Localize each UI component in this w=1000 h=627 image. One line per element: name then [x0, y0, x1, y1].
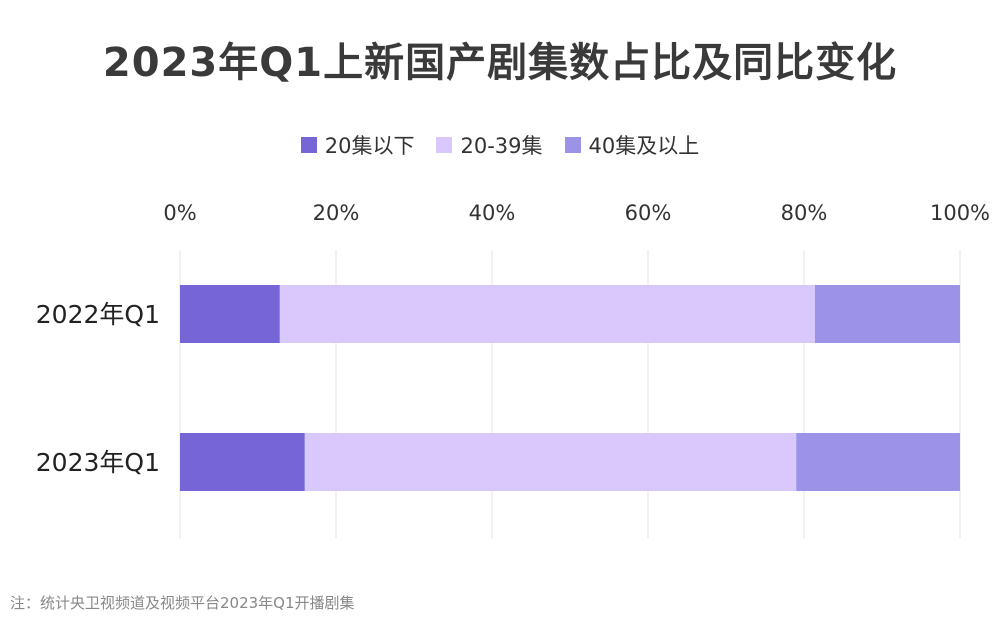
legend-item-40-plus: 40集及以上 [564, 130, 700, 160]
legend-swatch-20-39 [436, 137, 453, 153]
y-category-label: 2023年Q1 [36, 448, 160, 477]
legend-item-under-20: 20集以下 [300, 130, 415, 160]
chart-title: 2023年Q1上新国产剧集数占比及同比变化 [102, 40, 898, 86]
legend-swatch-40-plus [564, 137, 581, 153]
bar-segment [796, 433, 960, 491]
x-tick-label: 20% [313, 201, 360, 225]
legend: 20集以下 20-39集 40集及以上 [0, 130, 1000, 160]
x-tick-label: 0% [163, 201, 196, 225]
x-tick-label: 40% [469, 201, 516, 225]
x-tick-label: 80% [781, 201, 828, 225]
bar-segment [279, 285, 815, 343]
x-tick-label: 60% [625, 201, 672, 225]
bar-segment [180, 285, 280, 343]
legend-label-20-39: 20-39集 [460, 134, 543, 158]
legend-item-20-39: 20-39集 [436, 130, 543, 160]
bar-segment [814, 285, 960, 343]
bar-segment [304, 433, 797, 491]
legend-label-40-plus: 40集及以上 [588, 134, 700, 158]
y-category-label: 2022年Q1 [36, 300, 160, 329]
footnote: 注：统计央卫视频道及视频平台2023年Q1开播剧集 [10, 594, 355, 612]
bar-segment [180, 433, 305, 491]
legend-swatch-under-20 [300, 137, 317, 153]
legend-label-under-20: 20集以下 [324, 134, 415, 158]
x-tick-label: 100% [930, 201, 990, 225]
